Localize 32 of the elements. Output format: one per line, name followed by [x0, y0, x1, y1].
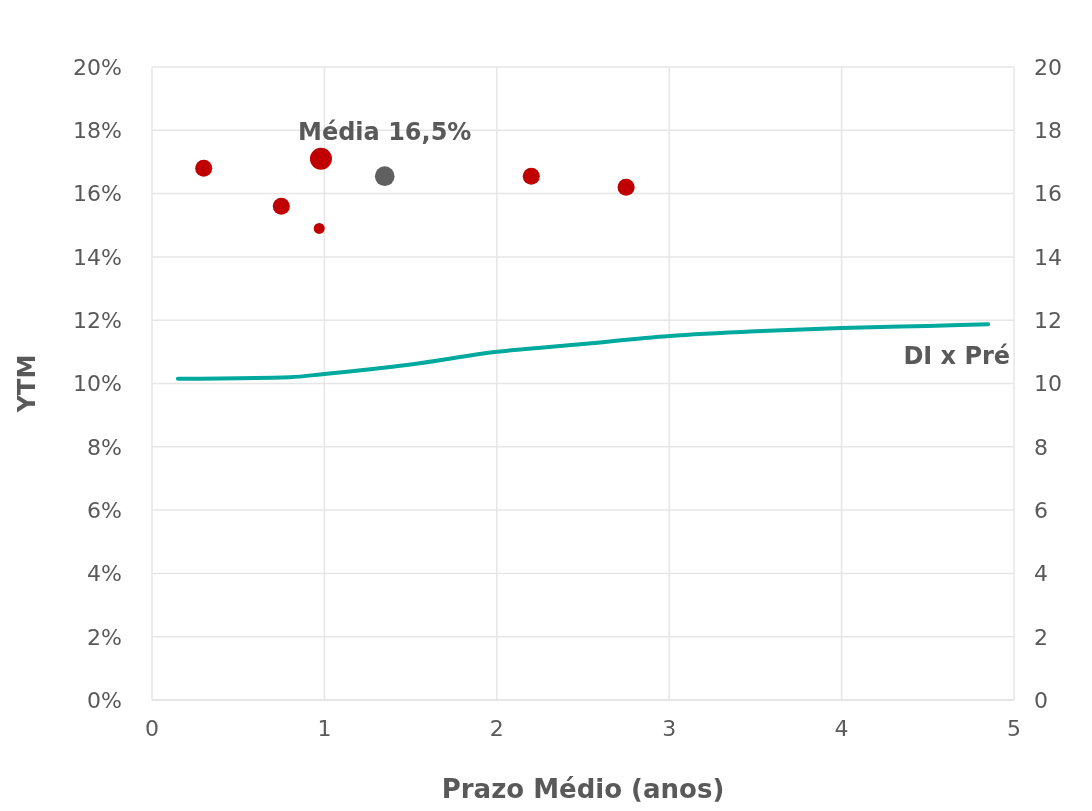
y2-tick-label: 18 — [1034, 118, 1062, 144]
y-tick-label: 8% — [87, 434, 122, 460]
x-tick-label: 2 — [489, 715, 504, 741]
y-tick-label: 4% — [87, 561, 122, 587]
x-tick-label: 3 — [662, 715, 677, 741]
y2-tick-label: 8 — [1034, 434, 1048, 460]
y-tick-label: 16% — [73, 181, 122, 207]
y2-tick-label: 0 — [1034, 687, 1048, 713]
y-tick-label: 18% — [73, 118, 122, 144]
y2-tick-label: 12 — [1034, 308, 1062, 334]
x-tick-label: 0 — [145, 715, 159, 741]
y2-tick-label: 16 — [1034, 181, 1062, 207]
y2-tick-label: 6 — [1034, 497, 1048, 523]
y2-tick-label: 2 — [1034, 624, 1048, 650]
y-tick-label: 12% — [73, 308, 122, 334]
series-label: DI x Pré — [903, 342, 1011, 371]
annotation: Média 16,5% — [298, 118, 472, 147]
y2-tick-label: 4 — [1034, 561, 1048, 587]
y-tick-label: 0% — [87, 687, 122, 713]
y-tick-label: 2% — [87, 624, 122, 650]
y-axis-title: YTM — [12, 354, 41, 414]
y2-tick-label: 14 — [1034, 244, 1062, 270]
x-tick-label: 4 — [834, 715, 849, 741]
y-tick-label: 6% — [87, 497, 122, 523]
x-tick-label: 5 — [1007, 715, 1021, 741]
x-tick-label: 1 — [317, 715, 332, 741]
y-tick-label: 20% — [73, 54, 122, 80]
x-axis-title: Prazo Médio (anos) — [441, 774, 725, 804]
y-tick-label: 10% — [73, 371, 122, 397]
y2-tick-label: 10 — [1034, 371, 1062, 397]
y2-tick-label: 20 — [1034, 54, 1062, 80]
y-tick-label: 14% — [73, 244, 122, 270]
